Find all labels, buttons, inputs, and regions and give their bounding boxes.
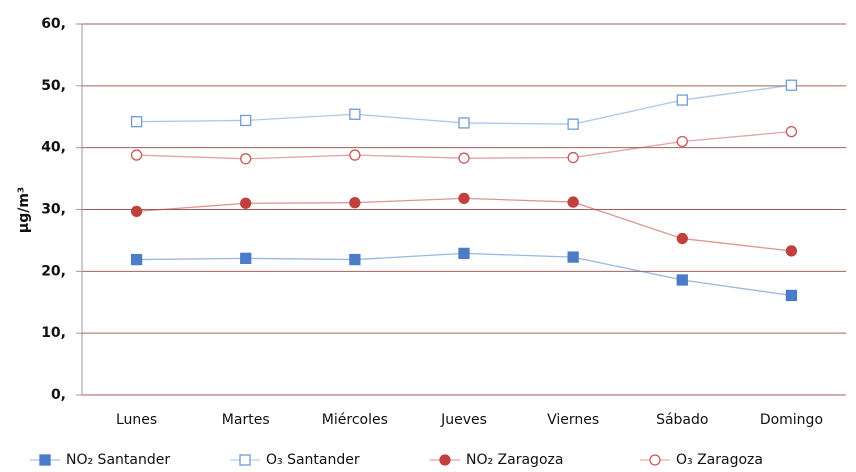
legend-label: NO₂ Santander <box>66 452 170 468</box>
marker <box>130 149 143 161</box>
y-tick-label: 20, <box>41 263 66 279</box>
marker <box>567 151 579 164</box>
y-tick-label: 30, <box>41 202 66 218</box>
marker <box>240 252 252 264</box>
marker <box>240 197 252 209</box>
series-line <box>136 252 792 297</box>
marker <box>240 114 252 127</box>
legend-marker <box>39 454 51 466</box>
y-tick-label: 60, <box>41 16 66 32</box>
y-tick-label: 10, <box>41 325 66 341</box>
x-tick-label: Sábado <box>656 412 708 428</box>
legend-marker <box>239 454 251 466</box>
marker <box>785 79 798 91</box>
legend-label: O₃ Santander <box>266 452 360 468</box>
marker <box>130 116 143 128</box>
x-tick-label: Martes <box>222 412 270 428</box>
y-axis-label: µg/m³ <box>16 187 32 233</box>
x-tick-label: Jueves <box>440 412 487 428</box>
y-tick-label: 40, <box>41 140 66 156</box>
marker <box>567 196 579 208</box>
marker <box>349 149 361 161</box>
x-tick-label: Miércoles <box>322 412 388 428</box>
marker <box>130 253 143 266</box>
y-tick-label: 50, <box>41 78 66 94</box>
marker <box>458 192 470 205</box>
x-tick-label: Lunes <box>116 412 157 428</box>
marker <box>458 117 470 129</box>
marker <box>130 205 143 218</box>
marker <box>676 135 688 148</box>
marker <box>676 232 688 245</box>
marker <box>349 253 361 266</box>
marker <box>785 289 798 302</box>
marker <box>785 125 798 138</box>
marker <box>458 152 470 164</box>
marker <box>785 245 798 257</box>
marker <box>349 197 361 209</box>
marker <box>458 247 470 260</box>
marker <box>567 251 579 263</box>
marker <box>676 94 688 106</box>
legend-marker <box>439 454 451 466</box>
series-line <box>136 197 792 252</box>
marker <box>676 274 688 286</box>
marker <box>240 153 252 165</box>
x-tick-label: Viernes <box>547 412 599 428</box>
legend-marker <box>649 454 661 466</box>
legend-label: NO₂ Zaragoza <box>466 452 563 468</box>
marker <box>567 118 579 130</box>
y-tick-label: 0, <box>51 387 66 403</box>
legend-label: O₃ Zaragoza <box>676 452 763 468</box>
x-tick-label: Domingo <box>760 412 823 428</box>
marker <box>349 108 361 120</box>
